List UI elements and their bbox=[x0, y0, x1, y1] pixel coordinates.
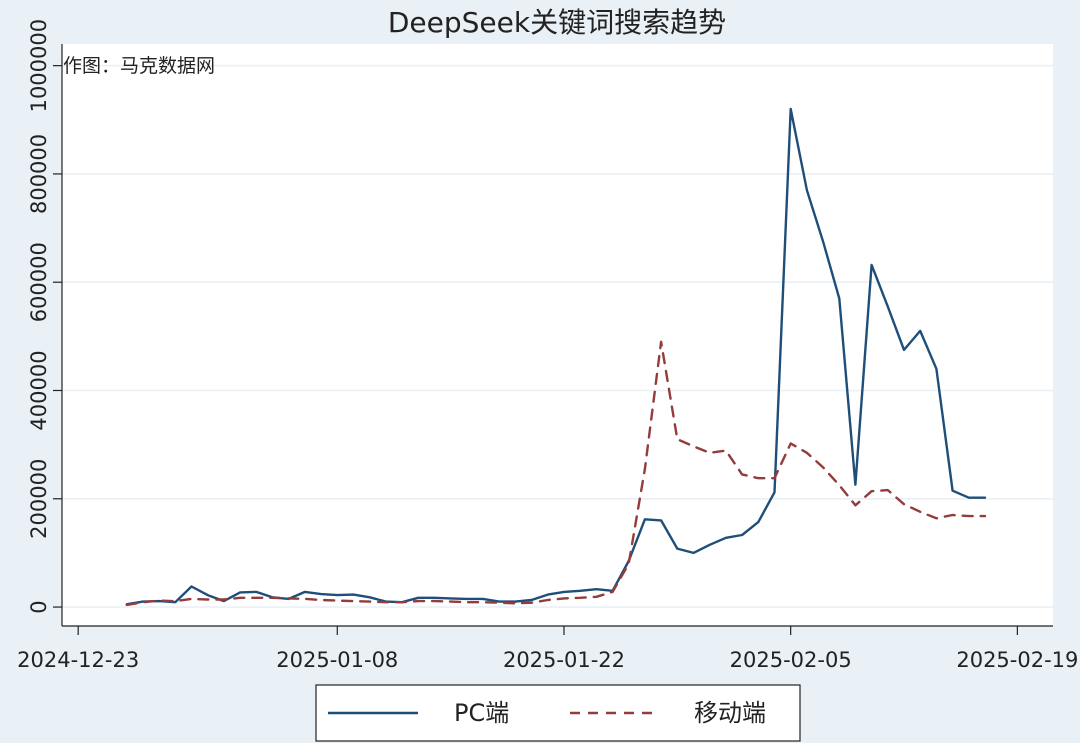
x-tick-label: 2024-12-23 bbox=[17, 648, 139, 672]
x-tick-label: 2025-01-08 bbox=[276, 648, 398, 672]
legend-pc-label: PC端 bbox=[454, 699, 509, 727]
legend: PC端 移动端 bbox=[315, 684, 801, 742]
series-line-pc bbox=[125, 107, 987, 606]
y-tick-label: 600000 bbox=[27, 242, 51, 322]
x-tick-label: 2025-02-19 bbox=[956, 648, 1078, 672]
series-line-mobile bbox=[125, 340, 987, 607]
y-tick-label: 200000 bbox=[27, 459, 51, 539]
gridlines bbox=[62, 64, 1053, 608]
x-tick-label: 2025-01-22 bbox=[503, 648, 625, 672]
y-tick-label: 800000 bbox=[27, 134, 51, 214]
axes: 0 200000 400000 600000 800000 1000000 2024-12-… bbox=[17, 19, 1078, 672]
y-tick-label: 1000000 bbox=[27, 19, 51, 113]
x-tick-label: 2025-02-05 bbox=[730, 648, 852, 672]
series-layer bbox=[125, 107, 987, 607]
chart-title: DeepSeek关键词搜索趋势 bbox=[388, 6, 726, 39]
legend-mobile-label: 移动端 bbox=[694, 699, 766, 727]
source-note: 作图：马克数据网 bbox=[63, 55, 215, 77]
y-tick-label: 0 bbox=[27, 600, 51, 613]
y-tick-label: 400000 bbox=[27, 350, 51, 430]
plot-area bbox=[62, 44, 1053, 626]
